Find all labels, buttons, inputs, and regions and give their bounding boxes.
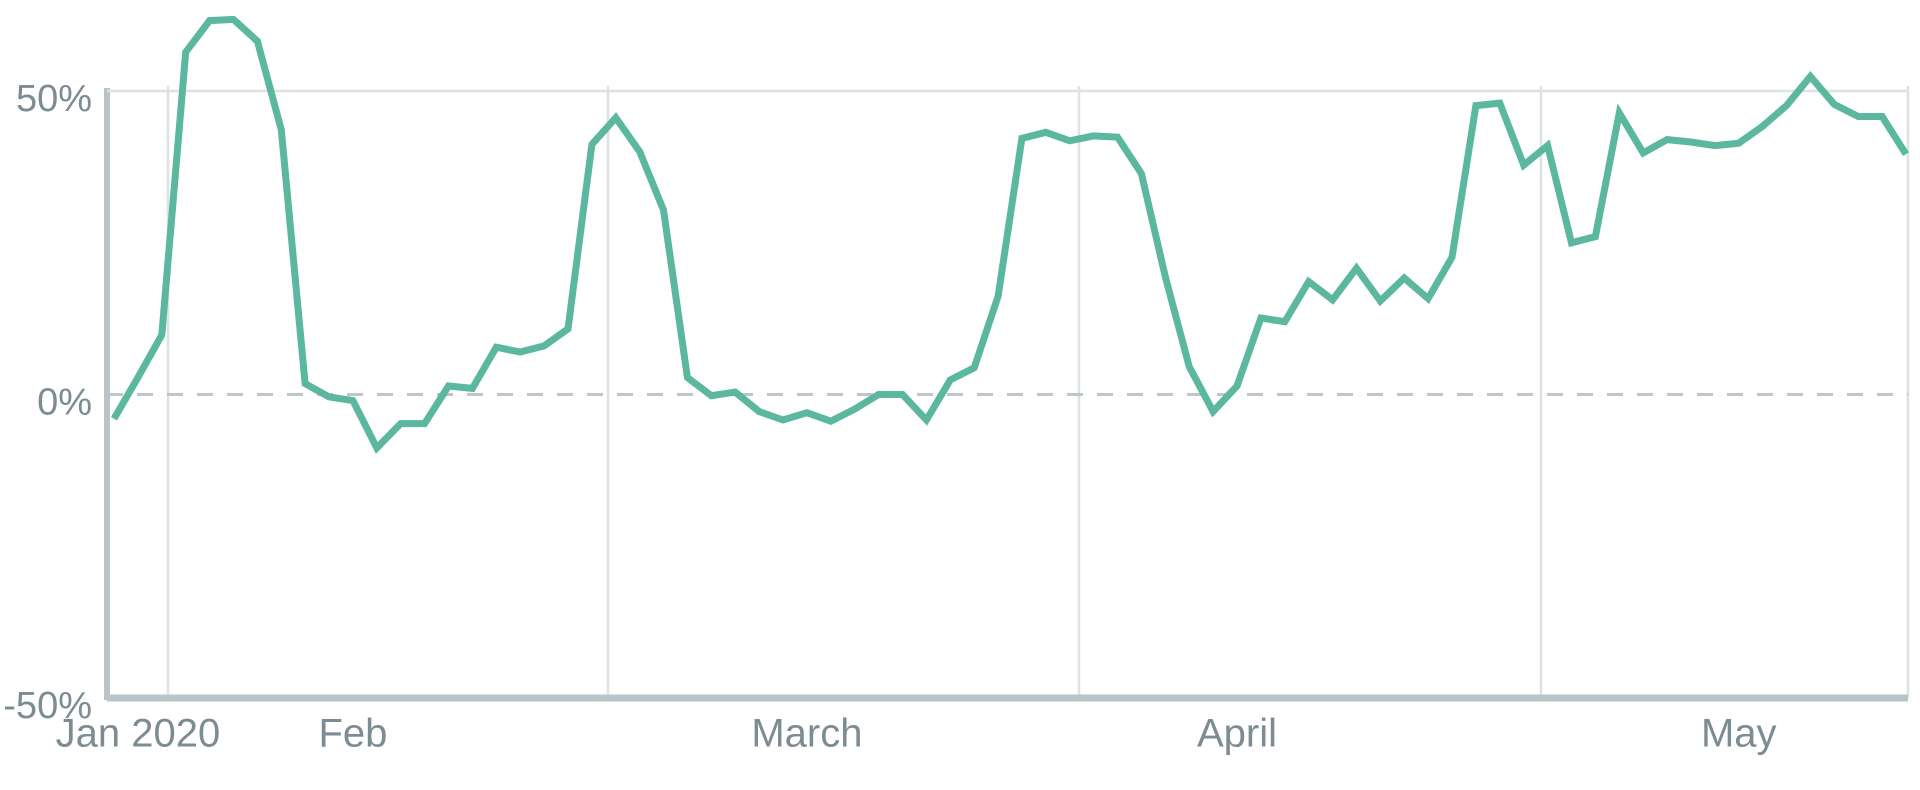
x-tick-label: Feb — [318, 712, 387, 756]
x-tick-label: April — [1197, 712, 1277, 756]
y-tick-label: -50% — [3, 685, 92, 727]
x-tick-label: March — [751, 712, 862, 756]
y-tick-label: 0% — [37, 382, 92, 424]
y-tick-label: 50% — [16, 78, 92, 120]
data-line — [110, 15, 1909, 454]
x-tick-label: May — [1701, 712, 1777, 756]
x-tick-label: Jan 2020 — [56, 712, 221, 756]
